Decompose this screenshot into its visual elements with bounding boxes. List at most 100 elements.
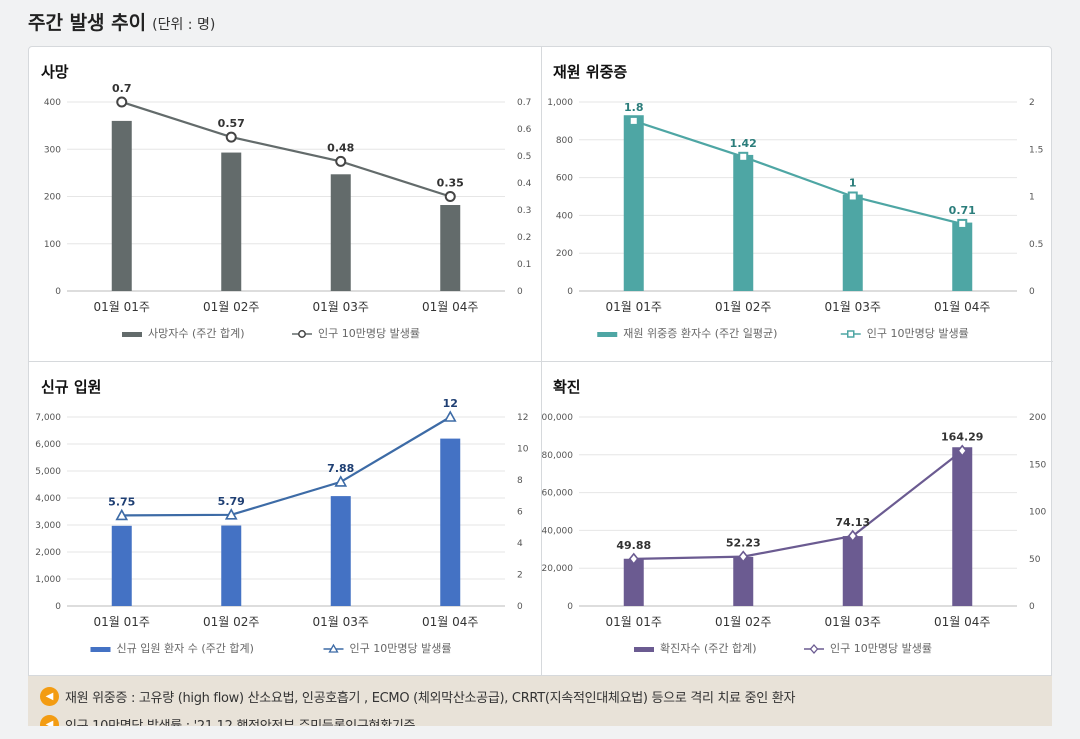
bar xyxy=(733,154,754,291)
y-tick-label: 40,000 xyxy=(542,526,574,536)
y-tick-label: 0 xyxy=(567,602,573,612)
legend-marker xyxy=(298,330,306,338)
x-tick-label: 01월 04주 xyxy=(422,300,478,314)
data-label: 49.88 xyxy=(616,539,651,552)
rate-marker xyxy=(628,115,639,126)
legend-bar-label: 사망자수 (주간 합계) xyxy=(148,327,245,340)
note-text: 재원 위중증 : 고유량 (high flow) 산소요법, 인공호흡기 , E… xyxy=(65,690,796,706)
legend-marker xyxy=(328,643,339,653)
panel-title-death: 사망 xyxy=(41,63,69,81)
rate-marker xyxy=(957,218,968,229)
panel-title-admit: 신규 입원 xyxy=(41,378,102,396)
data-label: 5.75 xyxy=(108,495,135,508)
panel-severe: 재원 위중증 0 200 400 600 800 1,000 0 0.5 1 1.5 2 01월 01… xyxy=(541,47,1053,361)
y2-tick-label: 0.5 xyxy=(1029,240,1043,250)
panel-confirmed: 확진 0 20,000 40,000 60,000 80,000 100,000 0 50 10… xyxy=(541,362,1053,676)
bar xyxy=(952,222,973,291)
y-tick-label: 4,000 xyxy=(35,494,61,504)
rate-marker xyxy=(847,191,858,202)
legend-bar-swatch xyxy=(634,647,654,652)
page-unit: (단위 : 명) xyxy=(152,17,216,33)
y2-tick-label: 0 xyxy=(517,287,523,297)
notes-box: ◀ 재원 위중증 : 고유량 (high flow) 산소요법, 인공호흡기 ,… xyxy=(28,676,1052,726)
legend-line-label: 인구 10만명당 발생률 xyxy=(830,642,932,655)
bar xyxy=(111,525,132,606)
note-row: ◀ 인구 10만명당 발생률 : '21.12 행정안전부 주민등록인구현황기준 xyxy=(40,713,415,726)
y2-tick-label: 0.1 xyxy=(517,260,531,270)
x-tick-label: 01월 01주 xyxy=(606,300,662,314)
x-tick-label: 01월 01주 xyxy=(94,300,150,314)
y-tick-label: 5,000 xyxy=(35,467,61,477)
y-tick-label: 20,000 xyxy=(542,564,574,574)
y2-tick-label: 0.6 xyxy=(517,125,532,135)
speaker-icon: ◀ xyxy=(40,714,59,726)
y-tick-label: 0 xyxy=(55,602,61,612)
panel-title-confirmed: 확진 xyxy=(553,378,581,396)
data-label: 1 xyxy=(849,177,857,190)
y-tick-label: 0 xyxy=(55,287,61,297)
y2-tick-label: 0.4 xyxy=(517,179,532,189)
y2-tick-label: 2 xyxy=(517,571,523,581)
y-tick-label: 200 xyxy=(556,249,573,259)
data-label: 1.8 xyxy=(624,101,644,114)
legend-line-label: 인구 10만명당 발생률 xyxy=(867,327,969,340)
x-tick-label: 01월 02주 xyxy=(203,300,259,314)
data-label: 0.71 xyxy=(949,204,976,217)
y2-tick-label: 10 xyxy=(517,445,529,455)
divider-vertical xyxy=(541,47,542,677)
y-tick-label: 100,000 xyxy=(541,413,573,423)
bar xyxy=(733,556,754,606)
speaker-icon: ◀ xyxy=(40,686,59,706)
rate-marker xyxy=(335,155,347,167)
divider-horizontal xyxy=(29,361,1053,362)
y2-tick-label: 0 xyxy=(1029,287,1035,297)
y2-tick-label: 4 xyxy=(517,539,523,549)
panel-title-severe: 재원 위중증 xyxy=(553,63,628,81)
y-tick-label: 300 xyxy=(44,145,61,155)
page-title: 주간 발생 추이 (단위 : 명) xyxy=(28,8,215,35)
legend-bar-swatch xyxy=(90,647,111,652)
legend-bar-label: 신규 입원 환자 수 (주간 합계) xyxy=(117,642,254,655)
y2-tick-label: 0 xyxy=(517,602,523,612)
y2-tick-label: 12 xyxy=(517,413,528,423)
y2-tick-label: 0.3 xyxy=(517,206,531,216)
y2-tick-label: 6 xyxy=(517,508,523,518)
legend-bar-label: 확진자수 (주간 합계) xyxy=(660,642,757,655)
chart-severe: 0 200 400 600 800 1,000 0 0.5 1 1.5 2 01월 01주 01월 02… xyxy=(547,98,1043,340)
rate-marker xyxy=(738,550,749,563)
rate-line xyxy=(633,449,963,560)
bar xyxy=(330,174,351,291)
legend-bar-swatch xyxy=(597,332,618,337)
y-tick-label: 3,000 xyxy=(35,521,61,531)
legend-marker xyxy=(809,644,819,654)
x-tick-label: 01월 03주 xyxy=(313,300,369,314)
data-label: 5.79 xyxy=(218,495,245,508)
note-text: 인구 10만명당 발생률 : '21.12 행정안전부 주민등록인구현황기준 xyxy=(65,718,416,727)
y2-tick-label: 0.2 xyxy=(517,233,531,243)
bar xyxy=(440,438,461,606)
legend-line-label: 인구 10만명당 발생률 xyxy=(318,327,420,340)
data-label: 0.35 xyxy=(437,177,464,190)
y-tick-label: 0 xyxy=(567,287,573,297)
x-tick-label: 01월 04주 xyxy=(934,615,990,629)
y-tick-label: 400 xyxy=(44,98,61,108)
chart-confirmed: 0 20,000 40,000 60,000 80,000 100,000 0 50 100 15… xyxy=(541,413,1046,655)
y2-tick-label: 0.7 xyxy=(517,98,531,108)
x-tick-label: 01월 03주 xyxy=(825,300,881,314)
y-tick-label: 60,000 xyxy=(542,489,574,499)
bar xyxy=(842,536,863,606)
bar xyxy=(440,205,461,291)
data-label: 12 xyxy=(443,397,458,410)
rate-marker xyxy=(957,444,968,458)
y-tick-label: 7,000 xyxy=(35,413,61,423)
bar xyxy=(623,115,644,291)
x-tick-label: 01월 02주 xyxy=(715,300,771,314)
rate-marker xyxy=(628,552,639,566)
y2-tick-label: 150 xyxy=(1029,460,1046,470)
data-label: 52.23 xyxy=(726,537,761,550)
legend-marker xyxy=(847,330,855,338)
x-tick-label: 01월 02주 xyxy=(715,615,771,629)
bar xyxy=(111,120,132,292)
x-tick-label: 01월 03주 xyxy=(313,615,369,629)
rate-line xyxy=(633,119,963,225)
